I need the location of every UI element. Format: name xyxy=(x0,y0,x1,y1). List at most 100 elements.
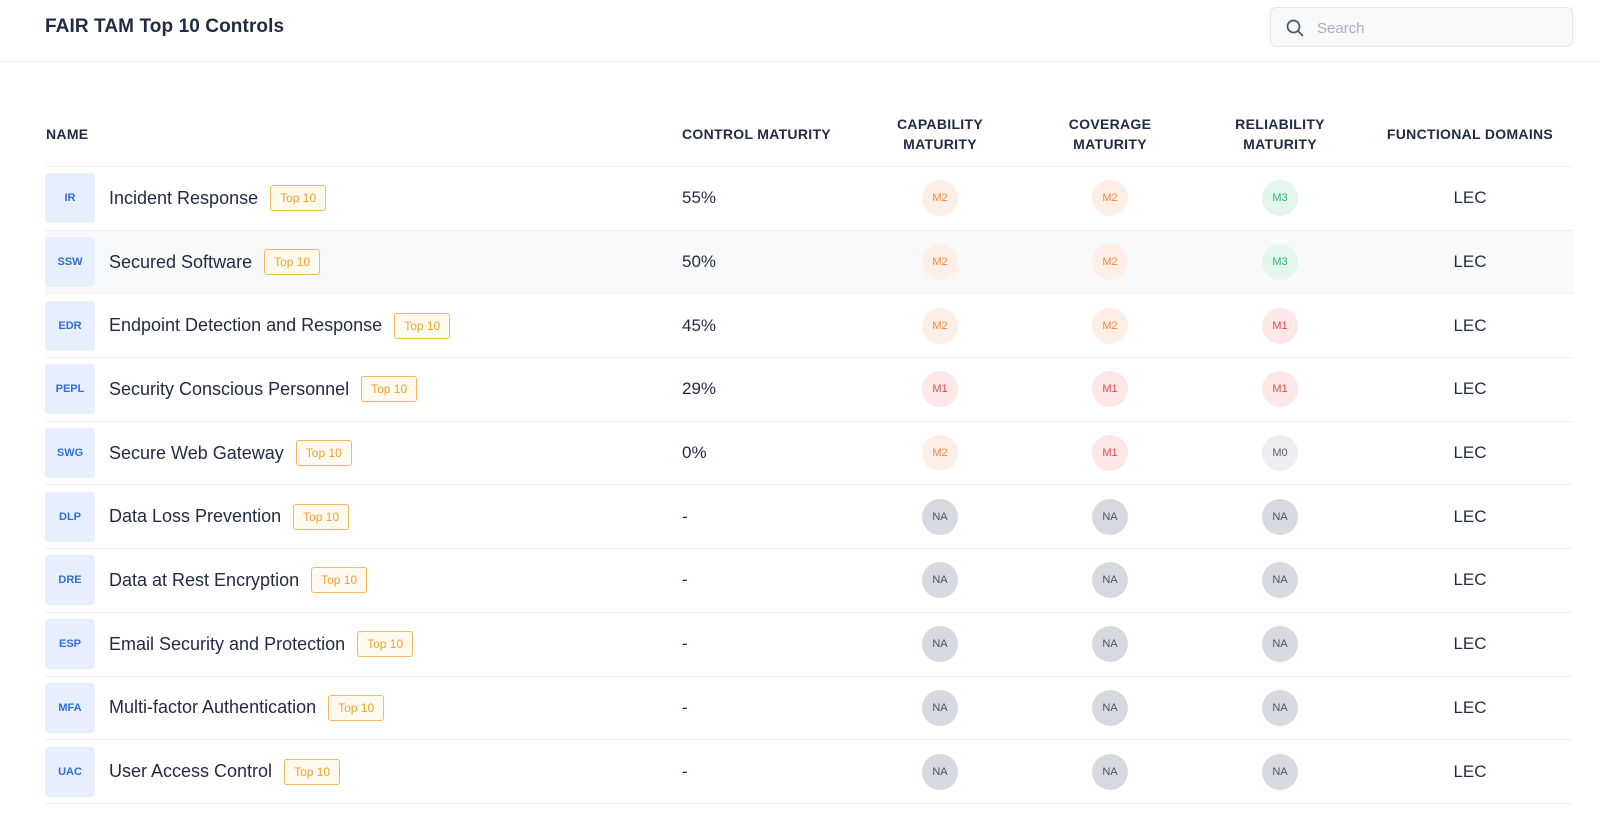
coverage-maturity-cell: M2 xyxy=(1051,294,1169,357)
control-maturity-cell: 0% xyxy=(682,422,707,485)
functional-domains-cell: LEC xyxy=(1370,740,1570,803)
functional-domains-cell: LEC xyxy=(1370,167,1570,230)
control-name[interactable]: Email Security and Protection xyxy=(109,633,346,654)
reliability-maturity-badge: M3 xyxy=(1262,180,1298,217)
table-row[interactable]: DRE Data at Rest Encryption Top 10 - NA NA NA L… xyxy=(45,549,1573,613)
reliability-maturity-badge: M0 xyxy=(1262,435,1298,472)
name-cell: IR Incident Response Top 10 xyxy=(45,167,327,230)
control-name[interactable]: Data Loss Prevention xyxy=(109,506,282,527)
capability-maturity-cell: NA xyxy=(881,677,999,740)
table-row[interactable]: MFA Multi-factor Authentication Top 10 - NA N… xyxy=(45,677,1573,741)
control-abbreviation: MFA xyxy=(45,682,95,733)
top-10-tag: Top 10 xyxy=(357,631,414,658)
table-row[interactable]: PEPL Security Conscious Personnel Top 10 29… xyxy=(45,358,1573,422)
control-name[interactable]: User Access Control xyxy=(109,761,273,782)
search-box[interactable] xyxy=(1270,7,1573,47)
coverage-maturity-badge: NA xyxy=(1092,753,1128,790)
functional-domain-value: LEC xyxy=(1453,315,1487,335)
coverage-maturity-badge: M1 xyxy=(1092,435,1128,472)
control-maturity-value: 29% xyxy=(682,379,717,399)
control-abbreviation: EDR xyxy=(45,300,95,351)
table-header: NAME CONTROL MATURITY CAPABILITY MATURIT… xyxy=(45,100,1573,167)
capability-maturity-badge: NA xyxy=(922,626,958,663)
table-row[interactable]: ESP Email Security and Protection Top 10 - N… xyxy=(45,613,1573,677)
reliability-maturity-badge: M1 xyxy=(1262,371,1298,408)
top-10-tag: Top 10 xyxy=(270,185,327,212)
control-name[interactable]: Multi-factor Authentication xyxy=(109,697,317,718)
page-title: FAIR TAM Top 10 Controls xyxy=(45,16,285,37)
control-name[interactable]: Secured Software xyxy=(109,251,253,272)
control-abbreviation: IR xyxy=(45,173,95,224)
control-maturity-value: 45% xyxy=(682,315,717,335)
reliability-maturity-badge: M1 xyxy=(1262,307,1298,344)
column-header-capability-maturity[interactable]: CAPABILITY MATURITY xyxy=(897,115,983,152)
table-row[interactable]: SSW Secured Software Top 10 50% M2 M2 M3 LEC xyxy=(45,230,1573,295)
capability-maturity-badge: NA xyxy=(922,562,958,599)
table-row[interactable]: DLP Data Loss Prevention Top 10 - NA NA NA LEC xyxy=(45,485,1573,550)
name-cell: PEPL Security Conscious Personnel Top 10 xyxy=(45,358,418,421)
reliability-maturity-cell: NA xyxy=(1221,740,1339,803)
capability-maturity-badge: NA xyxy=(922,753,958,790)
table-row[interactable]: SWG Secure Web Gateway Top 10 0% M2 M1 M0 LEC xyxy=(45,422,1573,486)
reliability-maturity-cell: M3 xyxy=(1221,231,1339,294)
column-header-reliability-maturity[interactable]: RELIABILITY MATURITY xyxy=(1235,115,1325,152)
reliability-maturity-badge: NA xyxy=(1262,626,1298,663)
functional-domain-value: LEC xyxy=(1453,634,1487,654)
control-maturity-value: - xyxy=(682,506,688,526)
control-maturity-cell: - xyxy=(682,613,688,676)
coverage-maturity-cell: M2 xyxy=(1051,167,1169,230)
table-row[interactable]: UAC User Access Control Top 10 - NA NA NA LEC xyxy=(45,740,1573,804)
coverage-maturity-cell: M1 xyxy=(1051,358,1169,421)
capability-maturity-cell: M1 xyxy=(881,358,999,421)
control-maturity-cell: - xyxy=(682,485,688,548)
functional-domains-cell: LEC xyxy=(1370,549,1570,612)
top-10-tag: Top 10 xyxy=(293,503,350,530)
functional-domains-cell: LEC xyxy=(1370,677,1570,740)
functional-domains-cell: LEC xyxy=(1370,485,1570,548)
coverage-maturity-cell: M2 xyxy=(1051,231,1169,294)
column-header-name[interactable]: NAME xyxy=(46,125,89,142)
name-cell: SWG Secure Web Gateway Top 10 xyxy=(45,422,352,485)
control-name[interactable]: Secure Web Gateway xyxy=(109,442,284,463)
capability-maturity-cell: M2 xyxy=(881,294,999,357)
page-header: FAIR TAM Top 10 Controls xyxy=(0,0,1600,62)
top-10-tag: Top 10 xyxy=(295,440,352,467)
column-header-functional-domains[interactable]: FUNCTIONAL DOMAINS xyxy=(1386,125,1554,142)
coverage-maturity-cell: M1 xyxy=(1051,422,1169,485)
name-cell: DLP Data Loss Prevention Top 10 xyxy=(45,485,350,548)
reliability-maturity-cell: M0 xyxy=(1221,422,1339,485)
control-maturity-value: - xyxy=(682,761,688,781)
control-name[interactable]: Incident Response xyxy=(109,187,259,208)
coverage-maturity-badge: NA xyxy=(1092,562,1128,599)
column-header-control-maturity[interactable]: CONTROL MATURITY xyxy=(682,125,831,142)
control-name[interactable]: Security Conscious Personnel xyxy=(109,378,350,399)
reliability-maturity-cell: M1 xyxy=(1221,294,1339,357)
control-maturity-value: - xyxy=(682,634,688,654)
functional-domain-value: LEC xyxy=(1453,506,1487,526)
table-row[interactable]: EDR Endpoint Detection and Response Top 10… xyxy=(45,294,1573,359)
column-header-coverage-maturity[interactable]: COVERAGE MATURITY xyxy=(1068,115,1152,152)
coverage-maturity-cell: NA xyxy=(1051,613,1169,676)
reliability-maturity-cell: NA xyxy=(1221,549,1339,612)
control-name[interactable]: Endpoint Detection and Response xyxy=(109,315,383,336)
control-name[interactable]: Data at Rest Encryption xyxy=(109,569,300,590)
capability-maturity-badge: M1 xyxy=(922,371,958,408)
functional-domains-cell: LEC xyxy=(1370,613,1570,676)
top-10-tag: Top 10 xyxy=(328,694,385,721)
functional-domains-cell: LEC xyxy=(1370,358,1570,421)
control-abbreviation: SWG xyxy=(45,428,95,479)
reliability-maturity-badge: NA xyxy=(1262,689,1298,726)
coverage-maturity-badge: NA xyxy=(1092,689,1128,726)
search-input[interactable] xyxy=(1317,16,1557,40)
name-cell: UAC User Access Control Top 10 xyxy=(45,740,341,803)
control-maturity-cell: 55% xyxy=(682,167,716,230)
functional-domains-cell: LEC xyxy=(1370,294,1570,357)
control-maturity-cell: - xyxy=(682,549,688,612)
control-maturity-value: 55% xyxy=(682,188,717,208)
coverage-maturity-badge: M2 xyxy=(1092,180,1128,217)
table-row[interactable]: IR Incident Response Top 10 55% M2 M2 M3 LEC xyxy=(45,167,1573,231)
capability-maturity-badge: M2 xyxy=(922,435,958,472)
name-cell: MFA Multi-factor Authentication Top 10 xyxy=(45,677,385,740)
coverage-maturity-cell: NA xyxy=(1051,485,1169,548)
reliability-maturity-cell: M3 xyxy=(1221,167,1339,230)
